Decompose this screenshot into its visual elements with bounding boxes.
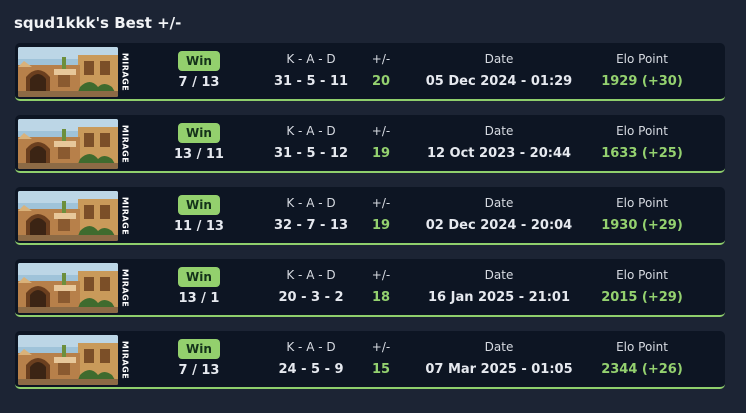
elo-header: Elo Point <box>616 268 668 282</box>
elo-header: Elo Point <box>616 340 668 354</box>
map-thumbnail <box>18 47 118 97</box>
plus-minus-column: +/- 19 <box>365 123 397 164</box>
date-header: Date <box>484 268 514 282</box>
result-badge: Win <box>178 339 220 359</box>
plus-minus-value: 15 <box>371 362 391 377</box>
result-column: Win 11 / 13 <box>173 195 225 237</box>
elo-header: Elo Point <box>616 52 668 66</box>
map-thumbnail <box>18 119 118 169</box>
score-value: 13 / 1 <box>178 291 220 306</box>
score-value: 7 / 13 <box>178 75 220 90</box>
date-value: 07 Mar 2025 - 01:05 <box>425 362 573 377</box>
plus-minus-value: 19 <box>371 218 391 233</box>
elo-column: Elo Point 2344 (+26) <box>590 339 694 380</box>
elo-value: 2015 (+29) <box>601 290 683 305</box>
elo-column: Elo Point 1929 (+30) <box>590 51 694 92</box>
plus-minus-header: +/- <box>371 340 391 354</box>
elo-value: 1930 (+29) <box>601 218 683 233</box>
result-badge: Win <box>178 51 220 71</box>
kad-value: 20 - 3 - 2 <box>278 290 344 305</box>
result-column: Win 7 / 13 <box>173 339 225 381</box>
score-value: 13 / 11 <box>174 147 224 162</box>
match-row[interactable]: MIRAGE Win 7 / 13 K - A - D 31 - 5 - 11 … <box>15 43 725 101</box>
page-title: squd1kkk's Best +/- <box>14 14 182 32</box>
elo-header: Elo Point <box>616 124 668 138</box>
elo-column: Elo Point 2015 (+29) <box>590 267 694 308</box>
plus-minus-header: +/- <box>371 124 391 138</box>
kad-header: K - A - D <box>286 196 336 210</box>
date-header: Date <box>484 340 514 354</box>
result-badge: Win <box>178 123 220 143</box>
kad-header: K - A - D <box>286 124 336 138</box>
date-value: 16 Jan 2025 - 21:01 <box>427 290 571 305</box>
date-column: Date 07 Mar 2025 - 01:05 <box>415 339 583 380</box>
elo-header: Elo Point <box>616 196 668 210</box>
kad-value: 32 - 7 - 13 <box>273 218 349 233</box>
map-name-label: MIRAGE <box>119 335 131 385</box>
plus-minus-header: +/- <box>371 52 391 66</box>
plus-minus-column: +/- 18 <box>365 267 397 308</box>
kad-column: K - A - D 31 - 5 - 12 <box>257 123 365 164</box>
date-column: Date 05 Dec 2024 - 01:29 <box>415 51 583 92</box>
map-thumbnail <box>18 263 118 313</box>
kad-header: K - A - D <box>286 52 336 66</box>
score-value: 11 / 13 <box>174 219 224 234</box>
match-row[interactable]: MIRAGE Win 13 / 1 K - A - D 20 - 3 - 2 +… <box>15 259 725 317</box>
date-column: Date 02 Dec 2024 - 20:04 <box>415 195 583 236</box>
map-name-label: MIRAGE <box>119 263 131 313</box>
plus-minus-value: 19 <box>371 146 391 161</box>
match-row[interactable]: MIRAGE Win 11 / 13 K - A - D 32 - 7 - 13… <box>15 187 725 245</box>
date-header: Date <box>484 124 514 138</box>
plus-minus-header: +/- <box>371 196 391 210</box>
match-row[interactable]: MIRAGE Win 7 / 13 K - A - D 24 - 5 - 9 +… <box>15 331 725 389</box>
result-badge: Win <box>178 195 220 215</box>
plus-minus-column: +/- 20 <box>365 51 397 92</box>
match-row[interactable]: MIRAGE Win 13 / 11 K - A - D 31 - 5 - 12… <box>15 115 725 173</box>
result-column: Win 7 / 13 <box>173 51 225 93</box>
date-header: Date <box>484 196 514 210</box>
elo-column: Elo Point 1633 (+25) <box>590 123 694 164</box>
elo-value: 1929 (+30) <box>601 74 683 89</box>
kad-column: K - A - D 32 - 7 - 13 <box>257 195 365 236</box>
score-value: 7 / 13 <box>178 363 220 378</box>
kad-value: 24 - 5 - 9 <box>278 362 344 377</box>
map-thumbnail <box>18 335 118 385</box>
map-thumbnail <box>18 191 118 241</box>
plus-minus-value: 18 <box>371 290 391 305</box>
date-value: 05 Dec 2024 - 01:29 <box>425 74 573 89</box>
plus-minus-value: 20 <box>371 74 391 89</box>
kad-column: K - A - D 31 - 5 - 11 <box>257 51 365 92</box>
result-column: Win 13 / 1 <box>173 267 225 309</box>
date-column: Date 16 Jan 2025 - 21:01 <box>415 267 583 308</box>
map-name-label: MIRAGE <box>119 191 131 241</box>
kad-value: 31 - 5 - 12 <box>273 146 349 161</box>
kad-column: K - A - D 24 - 5 - 9 <box>257 339 365 380</box>
plus-minus-header: +/- <box>371 268 391 282</box>
map-name-label: MIRAGE <box>119 119 131 169</box>
kad-header: K - A - D <box>286 268 336 282</box>
map-name-label: MIRAGE <box>119 47 131 97</box>
plus-minus-column: +/- 19 <box>365 195 397 236</box>
kad-value: 31 - 5 - 11 <box>273 74 349 89</box>
elo-value: 2344 (+26) <box>601 362 683 377</box>
kad-header: K - A - D <box>286 340 336 354</box>
date-header: Date <box>484 52 514 66</box>
elo-column: Elo Point 1930 (+29) <box>590 195 694 236</box>
result-badge: Win <box>178 267 220 287</box>
date-column: Date 12 Oct 2023 - 20:44 <box>415 123 583 164</box>
kad-column: K - A - D 20 - 3 - 2 <box>257 267 365 308</box>
date-value: 12 Oct 2023 - 20:44 <box>426 146 572 161</box>
plus-minus-column: +/- 15 <box>365 339 397 380</box>
date-value: 02 Dec 2024 - 20:04 <box>425 218 573 233</box>
elo-value: 1633 (+25) <box>601 146 683 161</box>
result-column: Win 13 / 11 <box>173 123 225 165</box>
